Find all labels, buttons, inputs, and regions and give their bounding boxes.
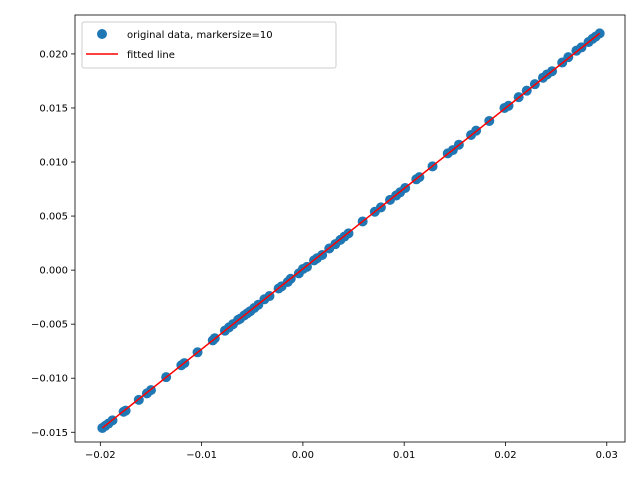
- y-tick-label: −0.015: [31, 428, 68, 439]
- legend-marker-original-data: [97, 29, 107, 39]
- legend-box: [81, 21, 337, 69]
- x-tick-label: −0.02: [85, 450, 116, 461]
- y-tick-label: 0.015: [39, 103, 68, 114]
- y-tick-label: −0.005: [31, 320, 68, 331]
- line-layer: [101, 32, 601, 429]
- y-tick-label: 0.000: [39, 266, 68, 277]
- x-tick-label: 0.01: [393, 450, 415, 461]
- plot-frame: [74, 14, 626, 443]
- legend: original data, markersize=10 fitted line: [81, 21, 337, 69]
- x-tick-label: 0.03: [596, 450, 618, 461]
- x-tick-label: −0.01: [186, 450, 217, 461]
- y-tick-label: 0.010: [39, 158, 68, 169]
- x-axis: −0.02 −0.01 0.00 0.01 0.02 0.03: [85, 442, 618, 461]
- y-tick-label: 0.005: [39, 212, 68, 223]
- fitted-line: [101, 32, 601, 429]
- y-axis: −0.015 −0.010 −0.005 0.000 0.005 0.010 0.015 0.…: [31, 49, 75, 439]
- y-tick-label: 0.020: [39, 49, 68, 60]
- legend-label-fitted-line: fitted line: [127, 50, 175, 61]
- x-tick-label: 0.02: [494, 450, 516, 461]
- x-tick-label: 0.00: [292, 450, 314, 461]
- legend-label-original-data: original data, markersize=10: [127, 30, 273, 41]
- y-tick-label: −0.010: [31, 374, 68, 385]
